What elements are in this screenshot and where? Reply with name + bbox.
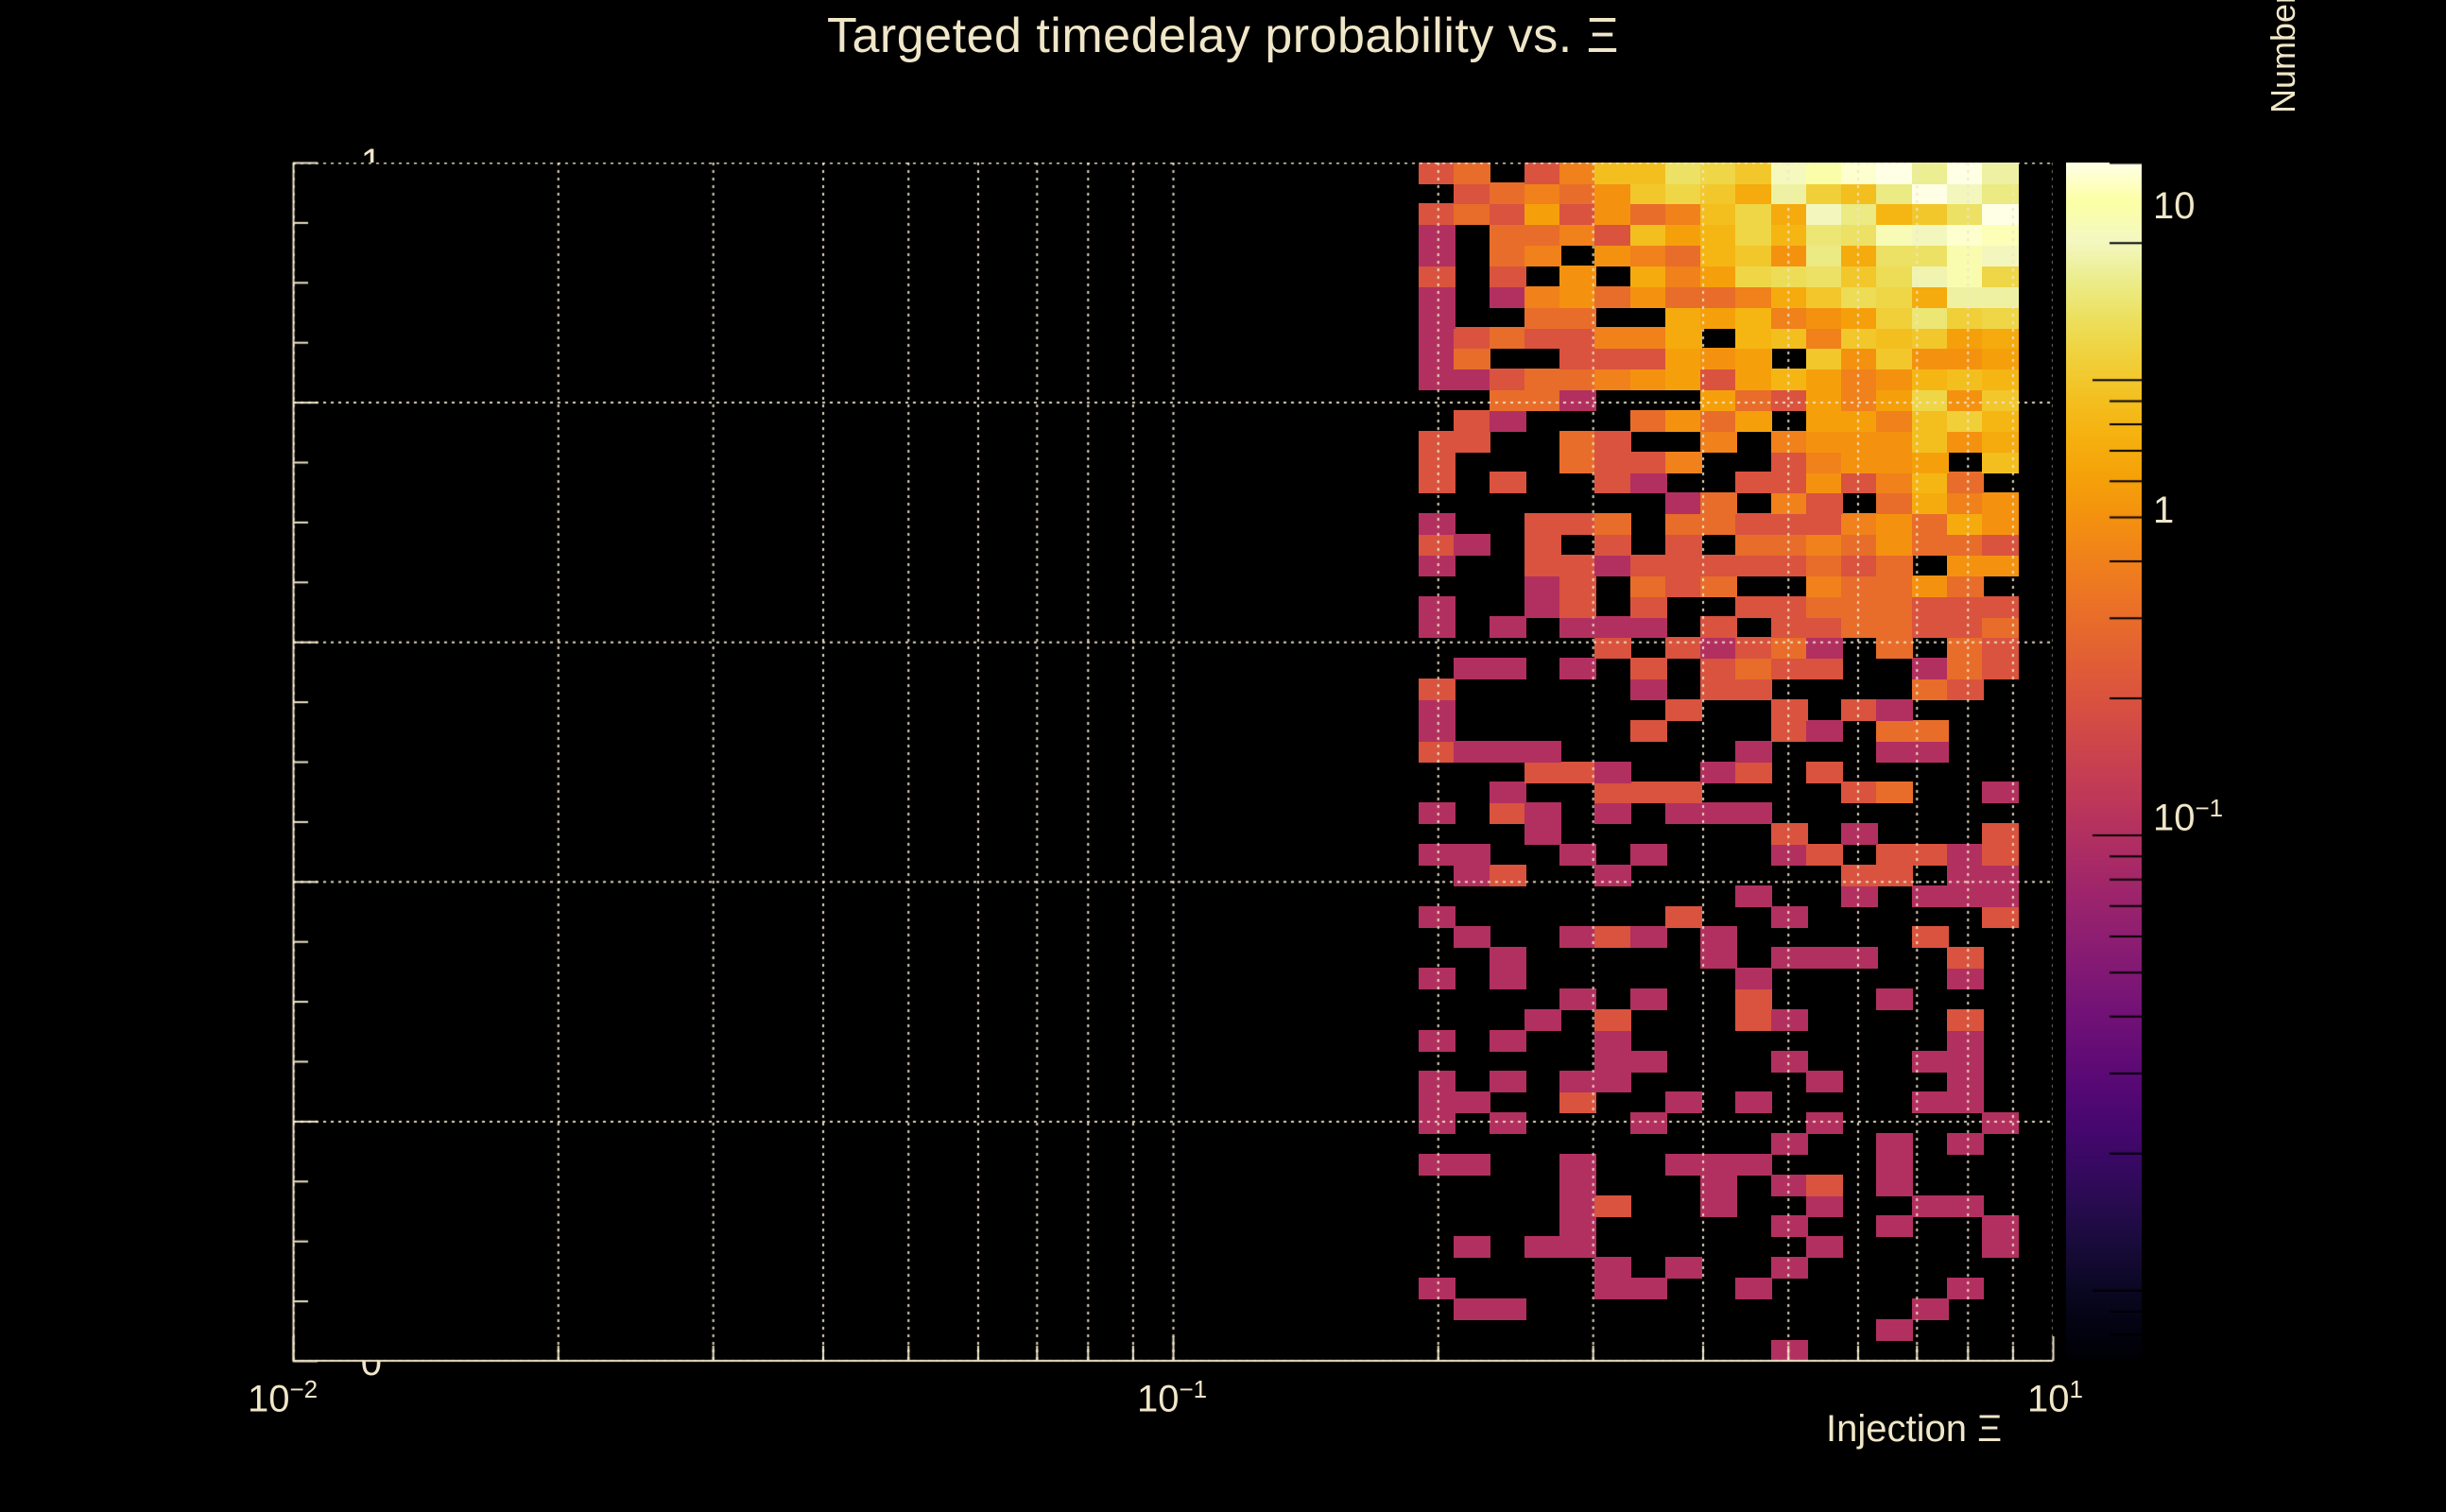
axis-frame-canvas: [253, 134, 2106, 1400]
colorbar-tick-10: 10: [2153, 185, 2196, 227]
colorbar-ticks: [2066, 163, 2142, 1361]
colorbar[interactable]: [2066, 163, 2142, 1361]
colorbar-tick-0-1: 10−1: [2153, 794, 2224, 839]
page-title: Targeted timedelay probability vs. Ξ: [827, 9, 1619, 63]
colorbar-tick-exp: −1: [2195, 794, 2224, 822]
colorbar-title: Number detected injections: [2264, 0, 2303, 113]
colorbar-tick-1: 1: [2153, 490, 2175, 531]
x-axis-title: Injection Ξ: [1826, 1408, 2003, 1450]
